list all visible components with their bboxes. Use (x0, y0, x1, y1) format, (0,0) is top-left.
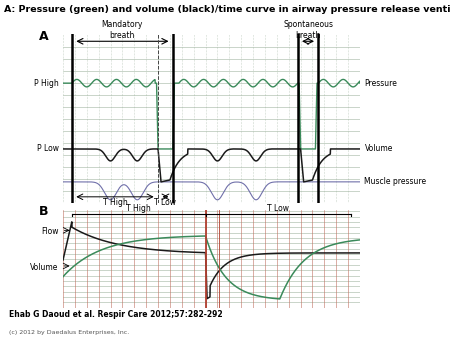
Text: (c) 2012 by Daedalus Enterprises, Inc.: (c) 2012 by Daedalus Enterprises, Inc. (9, 330, 129, 335)
Text: T Low: T Low (267, 203, 289, 213)
Text: P High: P High (34, 79, 58, 88)
Text: Volume: Volume (364, 144, 393, 153)
Text: Volume: Volume (30, 263, 58, 272)
Text: P Low: P Low (36, 144, 58, 153)
Text: Muscle pressure: Muscle pressure (364, 177, 427, 186)
Text: Mandatory
breath: Mandatory breath (102, 20, 143, 40)
Text: T High: T High (126, 203, 151, 213)
Text: Ehab G Daoud et al. Respir Care 2012;57:282-292: Ehab G Daoud et al. Respir Care 2012;57:… (9, 310, 223, 319)
Text: T High: T High (103, 198, 127, 207)
Text: T Low: T Low (154, 198, 176, 207)
Text: A: A (39, 30, 49, 43)
Text: Spontaneous
breath: Spontaneous breath (283, 20, 333, 40)
Text: Pressure: Pressure (364, 79, 397, 88)
Text: B: B (39, 204, 49, 218)
Text: A: Pressure (green) and volume (black)/time curve in airway pressure release ven: A: Pressure (green) and volume (black)/t… (4, 5, 450, 14)
Text: Flow: Flow (41, 227, 58, 236)
